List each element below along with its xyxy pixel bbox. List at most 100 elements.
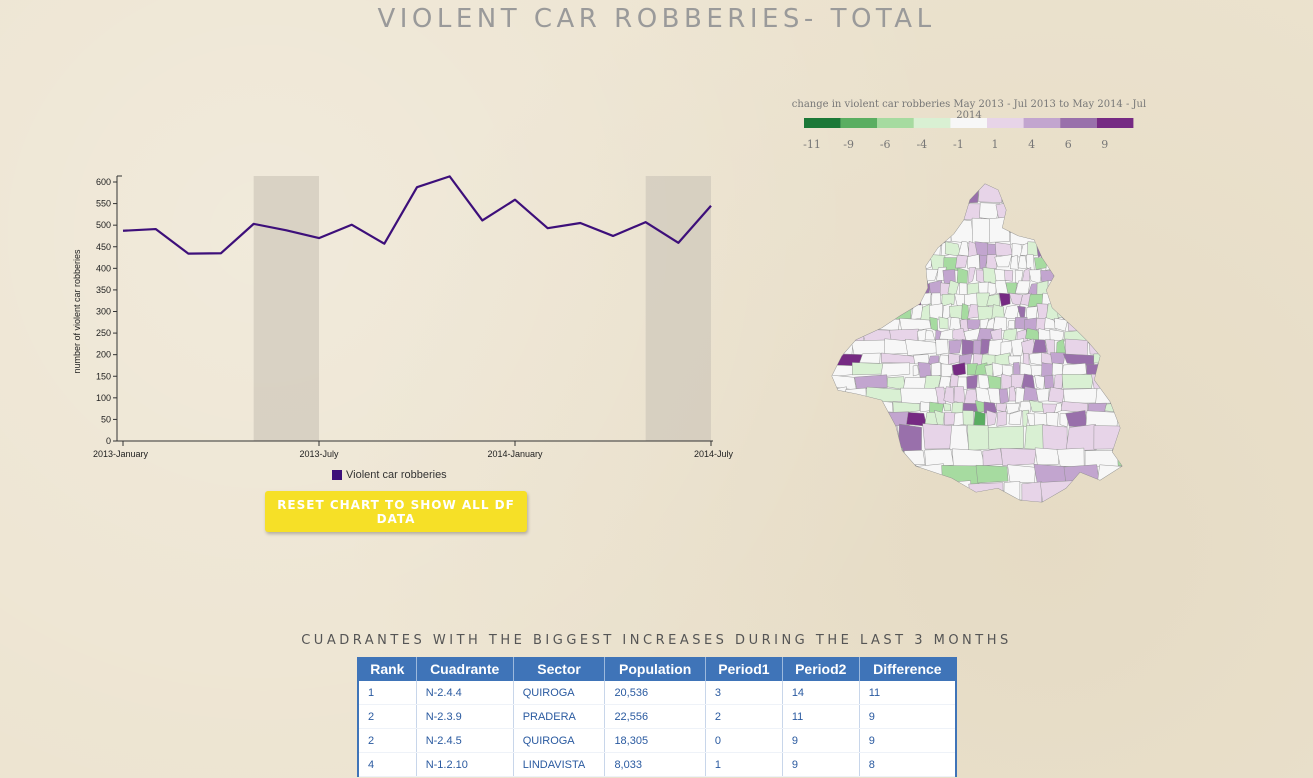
map-cuadrante[interactable] [830, 481, 850, 506]
map-cuadrante[interactable] [956, 267, 968, 285]
map-cuadrante[interactable] [948, 180, 980, 204]
map-cuadrante[interactable] [1084, 282, 1116, 295]
map-cuadrante[interactable] [900, 387, 939, 405]
map-cuadrante[interactable] [924, 448, 954, 467]
map-cuadrante[interactable] [973, 410, 986, 426]
map-cuadrante[interactable] [1040, 480, 1077, 506]
map-cuadrante[interactable] [1004, 269, 1014, 282]
map-cuadrante[interactable] [1024, 424, 1045, 450]
map-cuadrante[interactable] [996, 411, 1007, 427]
map-cuadrante[interactable] [953, 386, 966, 405]
map-cuadrante[interactable] [1095, 386, 1123, 404]
map-cuadrante[interactable] [845, 463, 877, 484]
map-cuadrante[interactable] [986, 254, 997, 271]
map-cuadrante[interactable] [1045, 243, 1056, 256]
map-cuadrante[interactable] [845, 387, 867, 405]
map-cuadrante[interactable] [848, 280, 879, 294]
map-cuadrante[interactable] [1010, 338, 1025, 356]
map-cuadrante[interactable] [1090, 267, 1126, 282]
data-point[interactable] [380, 240, 388, 248]
map-cuadrante[interactable] [1075, 480, 1093, 506]
map-cuadrante[interactable] [830, 339, 854, 357]
map-cuadrante[interactable] [951, 401, 964, 414]
map-cuadrante[interactable] [1123, 481, 1126, 506]
map-cuadrante[interactable] [949, 218, 974, 244]
map-cuadrante[interactable] [1000, 181, 1023, 205]
map-cuadrante[interactable] [1045, 412, 1059, 428]
data-point[interactable] [576, 219, 584, 227]
map-cuadrante[interactable] [886, 292, 912, 307]
data-point[interactable] [413, 183, 421, 191]
map-cuadrante[interactable] [994, 352, 1011, 367]
map-cuadrante[interactable] [1042, 424, 1068, 451]
map-cuadrante[interactable] [1110, 304, 1126, 321]
map-cuadrante[interactable] [1057, 202, 1085, 219]
map-cuadrante[interactable] [1041, 362, 1054, 378]
map-cuadrante[interactable] [830, 306, 857, 321]
map-cuadrante[interactable] [830, 243, 856, 256]
map-cuadrante[interactable] [830, 317, 847, 332]
map-cuadrante[interactable] [917, 220, 952, 243]
map-cuadrante[interactable] [891, 218, 918, 243]
map-cuadrante[interactable] [1054, 318, 1068, 332]
map-cuadrante[interactable] [949, 305, 963, 319]
map-cuadrante[interactable] [865, 449, 890, 467]
map-cuadrante[interactable] [1047, 280, 1058, 294]
map-cuadrantes[interactable] [830, 180, 1126, 506]
map-cuadrante[interactable] [875, 317, 900, 332]
map-cuadrante[interactable] [994, 254, 1013, 268]
map-cuadrante[interactable] [1121, 375, 1126, 389]
map-cuadrante[interactable] [904, 242, 922, 258]
map-cuadrante[interactable] [830, 256, 851, 270]
reset-chart-button[interactable]: RESET CHART TO SHOW ALL DF DATA [265, 491, 527, 532]
data-point[interactable] [250, 220, 258, 228]
map-cuadrante[interactable] [1010, 216, 1041, 246]
map-cuadrante[interactable] [938, 316, 949, 330]
data-point[interactable] [674, 239, 682, 247]
map-cuadrante[interactable] [871, 400, 894, 413]
map-cuadrante[interactable] [830, 293, 865, 308]
map-cuadrante[interactable] [966, 374, 978, 389]
map-cuadrante[interactable] [1100, 254, 1126, 270]
map-cuadrante[interactable] [1009, 292, 1023, 306]
map-cuadrante[interactable] [830, 400, 855, 413]
map-cuadrante[interactable] [949, 317, 962, 331]
map-cuadrante[interactable] [971, 217, 992, 245]
map-cuadrante[interactable] [989, 216, 1010, 243]
map-cuadrante[interactable] [1027, 241, 1039, 257]
map-cuadrante[interactable] [947, 353, 962, 365]
map-cuadrante[interactable] [880, 362, 911, 378]
data-point[interactable] [478, 216, 486, 224]
map-cuadrante[interactable] [1062, 281, 1088, 296]
map-cuadrante[interactable] [1008, 410, 1022, 426]
map-cuadrante[interactable] [1053, 373, 1064, 389]
map-cuadrante[interactable] [1000, 447, 1037, 467]
map-cuadrante[interactable] [1033, 463, 1067, 484]
map-cuadrante[interactable] [830, 266, 857, 283]
map-cuadrante[interactable] [1043, 375, 1055, 389]
map-cuadrante[interactable] [1040, 202, 1061, 219]
map-cuadrante[interactable] [899, 482, 937, 506]
map-cuadrante[interactable] [864, 293, 891, 306]
map-cuadrante[interactable] [905, 463, 944, 483]
data-point[interactable] [282, 226, 290, 234]
map-cuadrante[interactable] [944, 203, 983, 221]
map-cuadrante[interactable] [919, 202, 948, 220]
data-point[interactable] [119, 227, 127, 235]
map-cuadrante[interactable] [876, 280, 908, 297]
map-cuadrante[interactable] [1063, 388, 1099, 404]
map-cuadrante[interactable] [1095, 328, 1126, 341]
map-cuadrante[interactable] [948, 339, 963, 354]
map-cuadrante[interactable] [986, 409, 998, 427]
map-cuadrante[interactable] [1116, 202, 1126, 218]
map-cuadrante[interactable] [1021, 481, 1043, 506]
map-cuadrante[interactable] [865, 481, 901, 506]
map-cuadrante[interactable] [1036, 241, 1046, 258]
map-cuadrante[interactable] [1124, 465, 1126, 483]
map-cuadrante[interactable] [1005, 403, 1021, 415]
map-cuadrante[interactable] [987, 243, 997, 256]
map-cuadrante[interactable] [830, 449, 868, 466]
district-map[interactable] [830, 180, 1126, 506]
map-cuadrante[interactable] [859, 352, 881, 364]
map-cuadrante[interactable] [1116, 218, 1126, 245]
